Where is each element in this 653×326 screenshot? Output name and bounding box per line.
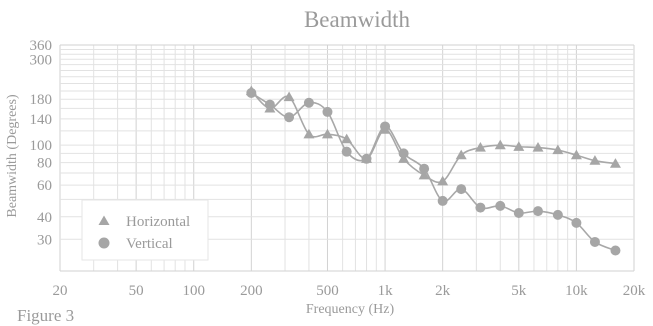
data-point-vertical — [589, 236, 600, 247]
data-point-horizontal — [570, 149, 582, 160]
y-tick-label: 360 — [30, 38, 53, 54]
series-layer — [245, 85, 621, 256]
legend: Horizontal Vertical — [81, 199, 209, 261]
data-point-vertical — [246, 87, 257, 98]
y-tick-label: 100 — [30, 138, 53, 154]
data-point-vertical — [398, 148, 409, 159]
data-point-horizontal — [609, 158, 621, 168]
x-tick-label: 5k — [511, 283, 527, 299]
y-tick-label: 40 — [37, 210, 52, 226]
data-point-vertical — [341, 146, 352, 157]
data-point-vertical — [322, 106, 333, 117]
data-point-vertical — [475, 202, 486, 213]
data-point-vertical — [456, 184, 467, 195]
data-point-horizontal — [589, 155, 601, 165]
data-point-horizontal — [552, 144, 564, 155]
data-point-vertical — [437, 195, 448, 206]
x-tick-label: 100 — [182, 283, 205, 299]
x-tick-label: 20k — [623, 283, 646, 299]
y-tick-label: 180 — [30, 92, 53, 108]
data-point-vertical — [303, 97, 314, 108]
data-point-horizontal — [341, 133, 353, 144]
x-tick-label: 500 — [316, 283, 339, 299]
data-point-horizontal — [303, 128, 315, 139]
data-point-horizontal — [474, 142, 486, 152]
data-point-vertical — [284, 112, 295, 123]
data-point-horizontal — [283, 91, 295, 102]
data-point-vertical — [610, 245, 621, 256]
x-axis-label: Frequency (Hz) — [306, 302, 395, 317]
data-point-vertical — [361, 153, 372, 164]
data-point-horizontal — [418, 169, 430, 180]
y-tick-label: 80 — [37, 156, 52, 172]
data-point-vertical — [533, 206, 544, 217]
tick-labels: 20 50 100 200 500 1k 2k 5k 10k 20k 30 40 60 80 100 140 1… — [30, 38, 646, 299]
x-tick-label: 50 — [129, 283, 144, 299]
y-tick-label: 30 — [37, 232, 52, 248]
legend-triangle-icon — [98, 215, 110, 225]
data-point-vertical — [571, 217, 582, 228]
figure-caption: Figure 3 — [17, 306, 75, 325]
chart-title: Beamwidth — [304, 7, 411, 32]
series-line-vertical — [250, 92, 616, 252]
y-axis-label: Beamwidth (Degrees) — [5, 94, 20, 218]
data-point-horizontal — [437, 175, 449, 186]
data-point-vertical — [552, 209, 563, 220]
data-point-vertical — [495, 200, 506, 211]
data-point-vertical — [513, 207, 524, 218]
x-tick-label: 200 — [240, 283, 263, 299]
x-tick-label: 1k — [378, 283, 394, 299]
legend-circle-icon — [98, 237, 110, 249]
data-point-horizontal — [513, 141, 525, 151]
x-tick-label: 2k — [435, 283, 451, 299]
y-tick-label: 140 — [30, 112, 53, 128]
data-point-vertical — [264, 99, 275, 110]
legend-label-vertical: Vertical — [126, 236, 173, 252]
chart-grid — [59, 44, 635, 272]
legend-box — [81, 199, 209, 261]
x-tick-label: 10k — [565, 283, 588, 299]
x-tick-label: 20 — [53, 283, 68, 299]
y-tick-label: 300 — [30, 52, 53, 68]
data-point-vertical — [380, 121, 391, 132]
data-point-horizontal — [494, 139, 506, 150]
y-tick-label: 60 — [37, 178, 52, 194]
data-point-horizontal — [455, 149, 467, 160]
data-point-vertical — [419, 163, 430, 174]
data-point-horizontal — [321, 128, 333, 139]
legend-label-horizontal: Horizontal — [126, 214, 190, 230]
data-point-horizontal — [532, 142, 544, 152]
